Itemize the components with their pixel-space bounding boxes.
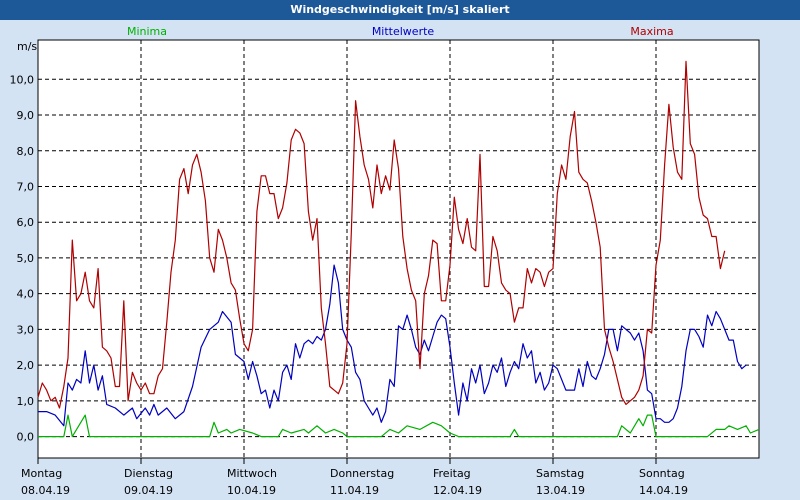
x-date-label: 08.04.19 xyxy=(21,484,70,497)
y-tick-label: 0,0 xyxy=(17,431,35,444)
x-day-label: Dienstag xyxy=(124,467,173,480)
wind-speed-chart: 0,0 1,0 2,0 3,0 4,0 5,0 6,0 7,0 8,0 9,0 10,0 m/s Mo… xyxy=(10,25,760,497)
series-line-mittelwerte xyxy=(38,264,747,427)
x-axis: Montag 08.04.19 Dienstag 09.04.19 Mittwoch 10… xyxy=(21,458,688,497)
legend-item-minima: Minima xyxy=(127,25,167,38)
x-day-label: Samstag xyxy=(536,467,584,480)
y-axis: 0,0 1,0 2,0 3,0 4,0 5,0 6,0 7,0 8,0 9,0 10,0 m/s xyxy=(10,40,38,444)
x-date-label: 11.04.19 xyxy=(330,484,379,497)
x-day-label: Sonntag xyxy=(639,467,685,480)
legend-item-maxima: Maxima xyxy=(630,25,673,38)
legend: Minima Mittelwerte Maxima xyxy=(127,25,674,38)
legend-item-mittelwerte: Mittelwerte xyxy=(372,25,435,38)
plot-area xyxy=(37,39,760,459)
y-tick-label: 1,0 xyxy=(17,395,35,408)
y-tick-label: 8,0 xyxy=(17,145,35,158)
x-day-label: Donnerstag xyxy=(330,467,394,480)
window-title: Windgeschwindigkeit [m/s] skaliert xyxy=(0,0,800,20)
x-date-label: 14.04.19 xyxy=(639,484,688,497)
series-line-maxima xyxy=(37,60,726,409)
x-day-label: Montag xyxy=(21,467,62,480)
x-date-label: 12.04.19 xyxy=(433,484,482,497)
y-tick-label: 9,0 xyxy=(17,109,35,122)
y-tick-label: 4,0 xyxy=(17,288,35,301)
y-tick-label: 10,0 xyxy=(10,73,35,86)
y-tick-label: 6,0 xyxy=(17,216,35,229)
x-day-label: Mittwoch xyxy=(227,467,277,480)
y-tick-label: 3,0 xyxy=(17,323,35,336)
y-tick-label: 7,0 xyxy=(17,180,35,193)
x-date-label: 10.04.19 xyxy=(227,484,276,497)
x-day-label: Freitag xyxy=(433,467,471,480)
x-date-label: 13.04.19 xyxy=(536,484,585,497)
x-date-label: 09.04.19 xyxy=(124,484,173,497)
series-lines xyxy=(37,60,760,438)
series-line-minima xyxy=(38,414,760,438)
y-tick-label: 2,0 xyxy=(17,359,35,372)
y-axis-label: m/s xyxy=(17,40,37,53)
y-tick-label: 5,0 xyxy=(17,252,35,265)
